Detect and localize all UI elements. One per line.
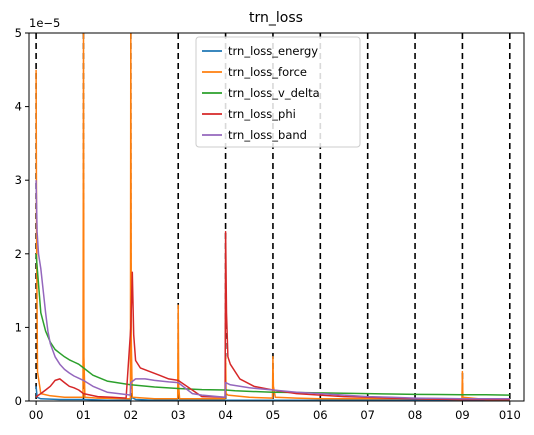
- legend-label-trn_loss_phi: trn_loss_phi: [228, 107, 296, 121]
- y-tick-label-4: 4: [15, 100, 22, 114]
- series-lines: [35, 33, 510, 401]
- x-tick-label-0: 00: [29, 408, 44, 422]
- x-tick-label-6: 06: [313, 408, 328, 422]
- x-tick-label-7: 07: [360, 408, 375, 422]
- x-tick-label-2: 02: [124, 408, 139, 422]
- y-offset-text: 1e−5: [29, 16, 60, 30]
- series-line-trn_loss_force: [35, 33, 510, 401]
- series-line-trn_loss_band: [35, 180, 510, 400]
- x-axis: 00 01 02 03 04 05 06 07 08 09 010: [29, 401, 521, 422]
- y-tick-label-3: 3: [15, 173, 22, 187]
- legend-label-trn_loss_band: trn_loss_band: [228, 128, 307, 142]
- x-tick-label-3: 03: [171, 408, 186, 422]
- legend-label-trn_loss_energy: trn_loss_energy: [228, 44, 318, 58]
- x-tick-label-8: 08: [408, 408, 423, 422]
- legend: trn_loss_energy trn_loss_force trn_loss_v_…: [195, 36, 361, 148]
- x-tick-label-1: 01: [76, 408, 91, 422]
- legend-label-trn_loss_force: trn_loss_force: [228, 65, 307, 79]
- chart-title: trn_loss: [249, 10, 303, 26]
- y-tick-label-5: 5: [15, 26, 22, 40]
- y-tick-label-1: 1: [15, 320, 22, 334]
- legend-label-trn_loss_v_delta: trn_loss_v_delta: [228, 86, 320, 100]
- legend-box: [195, 36, 361, 148]
- y-axis: 0 1 2 3 4 5: [15, 26, 29, 408]
- series-line-trn_loss_v_delta: [35, 253, 510, 396]
- y-tick-label-2: 2: [15, 247, 22, 261]
- x-tick-label-5: 05: [266, 408, 281, 422]
- x-tick-label-4: 04: [218, 408, 233, 422]
- plot-area: [35, 33, 511, 401]
- x-tick-label-10: 010: [499, 408, 521, 422]
- x-tick-label-9: 09: [455, 408, 470, 422]
- y-tick-label-0: 0: [15, 394, 22, 408]
- plot-frame: [28, 32, 525, 402]
- series-line-trn_loss_phi: [35, 230, 510, 401]
- series-line-trn_loss_energy: [35, 386, 510, 401]
